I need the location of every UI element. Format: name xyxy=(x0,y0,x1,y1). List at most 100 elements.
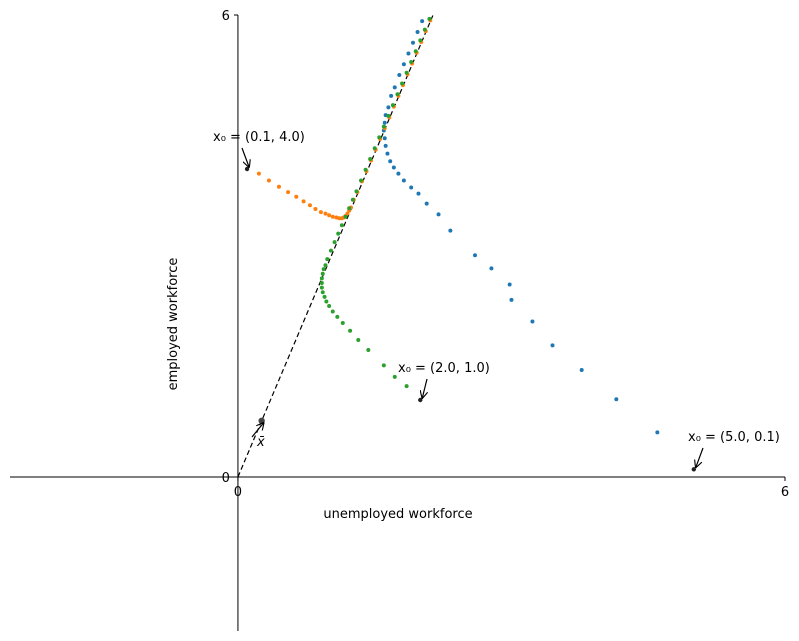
series-2-point xyxy=(400,81,405,86)
series-0-point xyxy=(655,430,660,435)
series-0-point xyxy=(415,29,420,34)
series-0-point xyxy=(396,171,401,176)
series-2-point xyxy=(322,294,327,299)
series-2-point xyxy=(321,267,326,272)
x-axis-label: unemployed workforce xyxy=(323,507,472,522)
series-2-point xyxy=(347,206,352,211)
series-1-point xyxy=(337,216,342,221)
series-1-point xyxy=(318,210,323,215)
series-1-start-label: x₀ = (0.1, 4.0) xyxy=(213,130,305,145)
series-0 xyxy=(381,19,697,472)
series-1-start-arrow xyxy=(241,147,249,167)
series-2-point xyxy=(330,309,335,314)
series-1-start-point xyxy=(244,166,250,172)
series-2-point xyxy=(335,314,340,319)
series-0-start-label: x₀ = (5.0, 0.1) xyxy=(688,430,780,445)
series-2-point xyxy=(324,299,329,304)
series-1-point xyxy=(301,199,306,204)
series-1-point xyxy=(294,194,299,199)
series-2 xyxy=(319,16,432,403)
y-tick-label: 0 xyxy=(222,471,230,486)
series-2-point xyxy=(381,363,386,368)
series-0-point xyxy=(389,93,394,98)
series-0-point xyxy=(424,201,429,206)
series-0-point xyxy=(392,85,397,90)
series-2-point xyxy=(404,384,409,389)
series-0-start-point xyxy=(691,467,697,472)
series-0-start-arrow xyxy=(696,447,704,467)
series-2-point xyxy=(368,156,373,161)
series-2-point xyxy=(386,113,391,118)
series-2-point xyxy=(356,337,361,342)
series-2-point xyxy=(325,257,330,262)
series-0-point xyxy=(509,297,514,302)
series-2-point xyxy=(340,321,345,325)
series-2-point xyxy=(372,146,377,151)
series-2-point xyxy=(359,178,364,183)
series-1-point xyxy=(266,178,271,183)
steady-state-arrow xyxy=(251,423,264,438)
y-axis-label: employed workforce xyxy=(166,258,181,391)
series-2-point xyxy=(323,263,328,268)
series-2-point xyxy=(350,197,355,202)
series-2-point xyxy=(328,248,333,253)
series-2-point xyxy=(343,214,348,219)
series-2-point xyxy=(418,38,423,43)
series-2-point xyxy=(395,92,400,97)
series-0-point xyxy=(388,159,393,164)
series-2-start-label: x₀ = (2.0, 1.0) xyxy=(398,361,490,376)
series-2-point xyxy=(339,223,344,228)
x-tick-label: 0 xyxy=(234,485,242,500)
series-0-point xyxy=(411,40,415,45)
series-0-point xyxy=(436,212,441,217)
series-0-point xyxy=(382,120,387,125)
series-0-point xyxy=(530,319,535,324)
series-0-point xyxy=(386,105,391,110)
series-0-point xyxy=(391,165,396,170)
series-0-point xyxy=(550,343,555,348)
series-2-point xyxy=(413,49,418,54)
series-0-point xyxy=(385,151,390,156)
series-0-point xyxy=(401,62,406,67)
series-2-point xyxy=(390,103,395,108)
series-0-point xyxy=(489,266,494,271)
series-2-point xyxy=(366,347,371,352)
series-0-point xyxy=(473,253,477,258)
series-0-point xyxy=(614,397,619,402)
series-2-point xyxy=(392,374,397,379)
series-2-point xyxy=(319,285,324,290)
series-2-point xyxy=(377,135,382,140)
series-0-point xyxy=(420,19,425,24)
series-2-point xyxy=(336,231,341,236)
series-1-point xyxy=(330,214,335,219)
series-2-point xyxy=(319,276,324,281)
series-2-start-arrow xyxy=(422,378,427,398)
series-2-point xyxy=(319,280,324,285)
series-0-point xyxy=(383,143,388,148)
series-0-point xyxy=(401,178,406,183)
series-2-point xyxy=(427,16,432,21)
reference-dashed-line xyxy=(237,14,434,478)
series-2-point xyxy=(320,290,325,295)
x-tick-label: 6 xyxy=(781,485,789,500)
series-layer xyxy=(244,16,697,472)
steady-state-label: x̄ xyxy=(256,435,265,450)
series-2-point xyxy=(409,59,414,64)
series-2-point xyxy=(363,167,368,172)
reference-line-layer xyxy=(237,14,434,478)
series-2-point xyxy=(422,27,427,32)
series-2-point xyxy=(381,124,386,129)
series-1-point xyxy=(345,211,350,216)
series-1 xyxy=(244,18,433,221)
series-1-point xyxy=(327,213,332,218)
series-1-point xyxy=(256,171,261,176)
series-2-start-point xyxy=(418,397,423,403)
series-2-point xyxy=(332,240,337,245)
series-0-point xyxy=(507,282,512,287)
series-1-point xyxy=(286,190,291,195)
series-1-point xyxy=(323,211,328,216)
series-0-point xyxy=(406,51,411,56)
series-0-point xyxy=(448,228,453,233)
series-1-point xyxy=(276,184,281,189)
